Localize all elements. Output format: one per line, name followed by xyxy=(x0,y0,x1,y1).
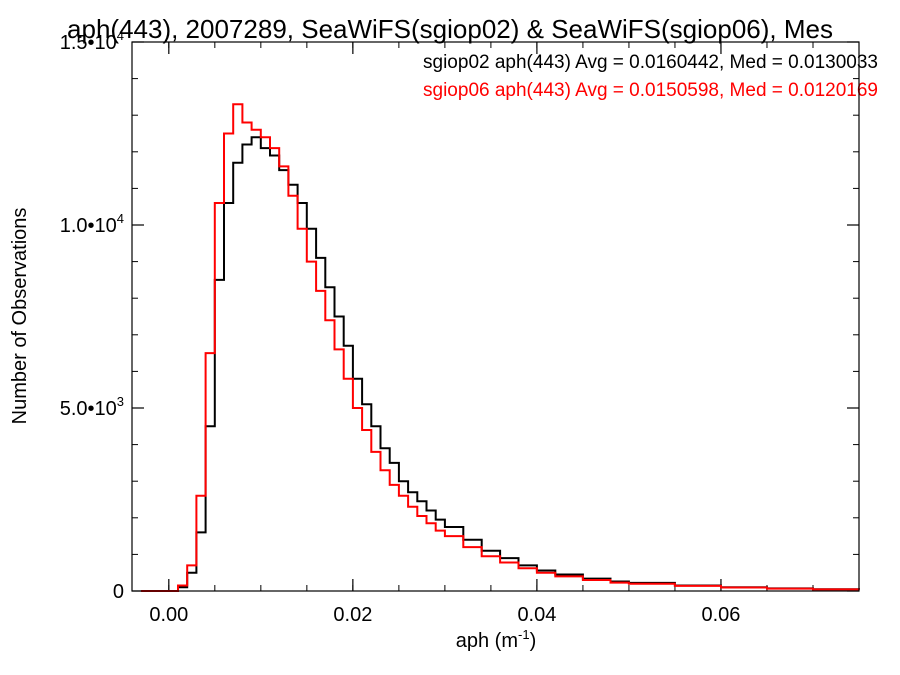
series-lines xyxy=(141,103,860,592)
y-tick-mantissa: 0 xyxy=(113,581,124,603)
y-tick-label: 1.5•104 xyxy=(60,28,124,54)
series-line-1 xyxy=(141,103,860,592)
y-tick-exponent: 3 xyxy=(117,394,124,409)
x-tick-label: 0.00 xyxy=(149,604,188,626)
x-tick-label: 0.06 xyxy=(701,604,740,626)
plot-frame xyxy=(131,41,860,592)
x-axis-label-sup: -1 xyxy=(518,627,530,642)
x-tick-label: 0.04 xyxy=(517,604,556,626)
series-line-0 xyxy=(141,136,860,592)
y-tick-mantissa: 1.5•10 xyxy=(60,32,117,54)
y-tick-exponent: 4 xyxy=(117,28,124,43)
y-axis-label: Number of Observations xyxy=(9,208,31,425)
y-tick-mantissa: 1.0•10 xyxy=(60,215,117,237)
y-tick-label: 1.0•104 xyxy=(60,211,124,237)
y-tick-label: 5.0•103 xyxy=(60,394,124,420)
x-axis-label: aph (m-1) xyxy=(456,627,536,652)
x-axis-label-main: aph (m xyxy=(456,630,518,652)
y-tick-label: 0 xyxy=(113,581,124,603)
y-tick-exponent: 4 xyxy=(117,211,124,226)
x-tick-label: 0.02 xyxy=(333,604,372,626)
chart-title: aph(443), 2007289, SeaWiFS(sgiop02) & Se… xyxy=(67,14,833,44)
legend-entry-sgiop06: sgiop06 aph(443) Avg = 0.0150598, Med = … xyxy=(423,80,878,101)
legend-entry-sgiop02: sgiop02 aph(443) Avg = 0.0160442, Med = … xyxy=(423,52,878,73)
y-tick-mantissa: 5.0•10 xyxy=(60,398,117,420)
x-axis-label-close: ) xyxy=(530,630,537,652)
